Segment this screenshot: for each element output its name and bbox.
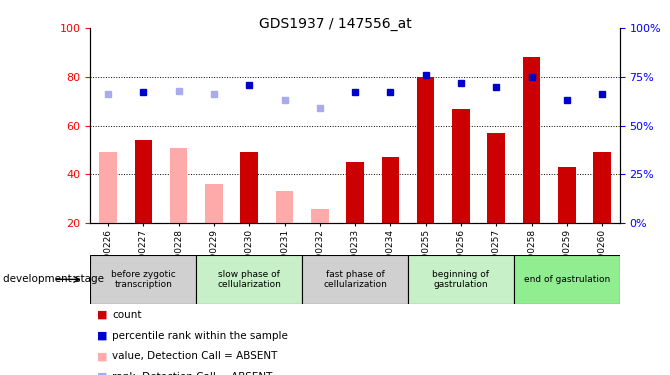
- Bar: [90, 255, 196, 304]
- Text: fast phase of
cellularization: fast phase of cellularization: [323, 270, 387, 289]
- Text: development stage: development stage: [3, 274, 105, 284]
- Bar: [276, 191, 293, 223]
- Bar: [346, 162, 364, 223]
- Text: rank, Detection Call = ABSENT: rank, Detection Call = ABSENT: [112, 372, 272, 375]
- Bar: [408, 255, 514, 304]
- Bar: [205, 184, 222, 223]
- Bar: [523, 57, 540, 223]
- Bar: [487, 133, 505, 223]
- Bar: [514, 255, 620, 304]
- Text: slow phase of
cellularization: slow phase of cellularization: [217, 270, 281, 289]
- Bar: [381, 158, 399, 223]
- Text: end of gastrulation: end of gastrulation: [524, 275, 610, 284]
- Text: GDS1937 / 147556_at: GDS1937 / 147556_at: [259, 17, 411, 31]
- Bar: [196, 255, 302, 304]
- Bar: [558, 167, 576, 223]
- Text: percentile rank within the sample: percentile rank within the sample: [112, 331, 288, 340]
- Text: ■: ■: [97, 351, 108, 361]
- Bar: [452, 109, 470, 223]
- Bar: [311, 209, 328, 223]
- Text: beginning of
gastrulation: beginning of gastrulation: [432, 270, 490, 289]
- Bar: [241, 152, 258, 223]
- Bar: [594, 152, 611, 223]
- Text: count: count: [112, 310, 141, 320]
- Bar: [302, 255, 408, 304]
- Bar: [170, 148, 188, 223]
- Text: ■: ■: [97, 331, 108, 340]
- Text: value, Detection Call = ABSENT: value, Detection Call = ABSENT: [112, 351, 277, 361]
- Text: ■: ■: [97, 310, 108, 320]
- Bar: [99, 152, 117, 223]
- Text: ■: ■: [97, 372, 108, 375]
- Text: before zygotic
transcription: before zygotic transcription: [111, 270, 176, 289]
- Bar: [135, 140, 152, 223]
- Bar: [417, 77, 434, 223]
